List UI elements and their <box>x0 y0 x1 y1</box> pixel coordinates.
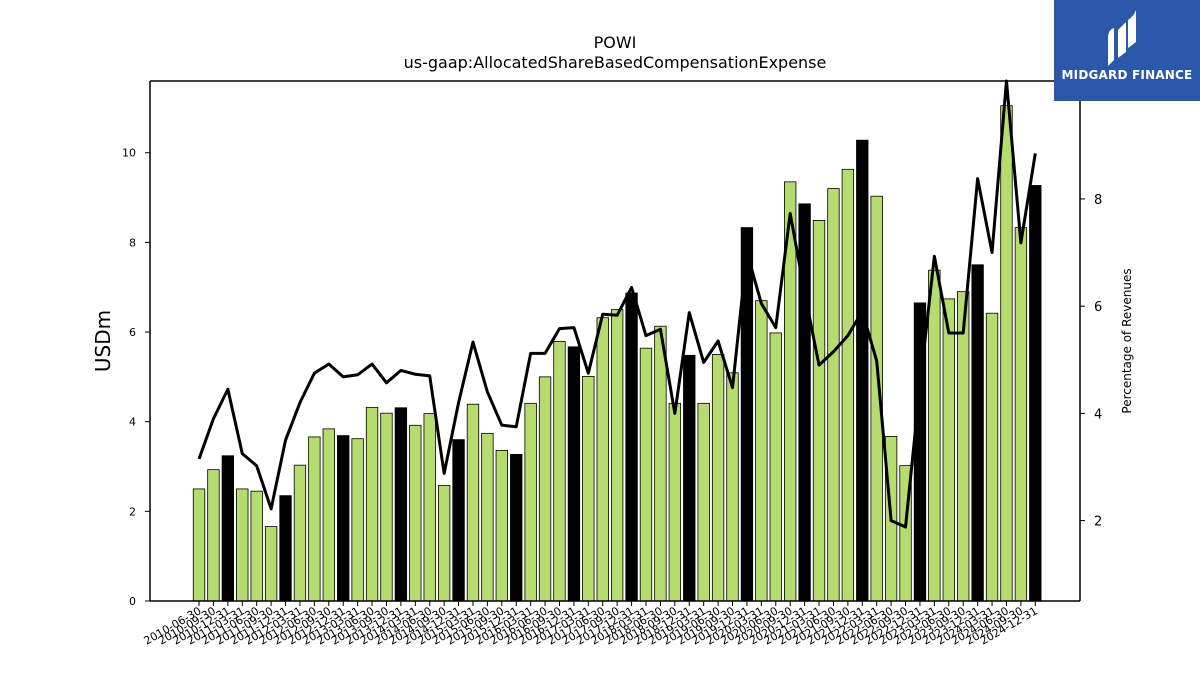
bar <box>957 291 970 602</box>
y-axis-label: USDm <box>91 310 115 372</box>
y-tick-label: 2 <box>129 505 136 518</box>
bar <box>495 449 508 602</box>
chart-subtitle: us-gaap:AllocatedShareBasedCompensationE… <box>404 53 827 72</box>
bar <box>221 455 235 602</box>
bar <box>596 317 609 602</box>
line-series <box>197 79 1037 529</box>
bar <box>711 354 725 602</box>
bar <box>553 341 566 602</box>
bar <box>668 402 682 602</box>
midgard-logo-icon <box>1108 10 1136 66</box>
y2-axis-label: Percentage of Revenues <box>1120 268 1134 413</box>
axes: 024681024682010-06-302010-09-302010-12-3… <box>122 80 1102 648</box>
brand-logo: MIDGARD FINANCE <box>1054 0 1200 101</box>
bar <box>466 403 480 602</box>
bar <box>1000 105 1013 602</box>
bar <box>769 332 782 602</box>
bar <box>437 484 451 602</box>
bar <box>827 188 840 602</box>
bar <box>582 376 595 602</box>
bar <box>207 469 220 602</box>
bar <box>1014 227 1028 602</box>
y-tick-label: 4 <box>129 416 136 429</box>
bar <box>971 264 984 602</box>
bar <box>928 269 941 602</box>
bar <box>625 292 638 602</box>
bar <box>942 298 955 602</box>
bar <box>856 139 869 602</box>
y-tick-label: 6 <box>129 326 136 339</box>
bar <box>192 488 206 602</box>
bar <box>755 300 768 602</box>
bar <box>337 435 350 602</box>
y-tick-label: 8 <box>129 236 136 249</box>
bar <box>264 526 278 602</box>
bar <box>308 436 321 602</box>
y2-tick-label: 6 <box>1094 300 1102 315</box>
bar <box>351 438 364 602</box>
bar <box>812 220 826 602</box>
bar-series <box>192 105 1042 602</box>
bar <box>423 413 436 602</box>
brand-name: MIDGARD FINANCE <box>1061 68 1193 82</box>
bar <box>611 309 624 602</box>
bar <box>279 495 292 602</box>
y2-tick-label: 4 <box>1094 407 1102 422</box>
bar <box>365 406 379 602</box>
bar <box>985 312 999 602</box>
bar <box>567 346 581 602</box>
y2-tick-label: 2 <box>1094 515 1102 530</box>
bar <box>654 325 667 602</box>
bar <box>250 490 263 602</box>
bar <box>1029 185 1042 602</box>
bar <box>481 432 494 602</box>
bar <box>452 439 465 602</box>
bar <box>394 407 408 602</box>
bar <box>293 464 307 602</box>
bar <box>380 412 393 602</box>
bar <box>236 488 249 602</box>
bar <box>639 347 653 602</box>
bar <box>697 402 710 602</box>
series-line <box>197 79 1037 529</box>
bar <box>538 376 552 602</box>
bar <box>683 354 696 602</box>
bar <box>841 168 855 602</box>
bar <box>726 372 739 602</box>
y-tick-label: 10 <box>122 147 136 160</box>
bar <box>322 428 335 602</box>
bar <box>524 402 537 602</box>
bar <box>409 424 422 602</box>
bar <box>510 454 523 602</box>
chart-title: POWI <box>594 33 637 52</box>
y-tick-label: 0 <box>129 595 136 608</box>
y2-tick-label: 8 <box>1094 193 1102 208</box>
